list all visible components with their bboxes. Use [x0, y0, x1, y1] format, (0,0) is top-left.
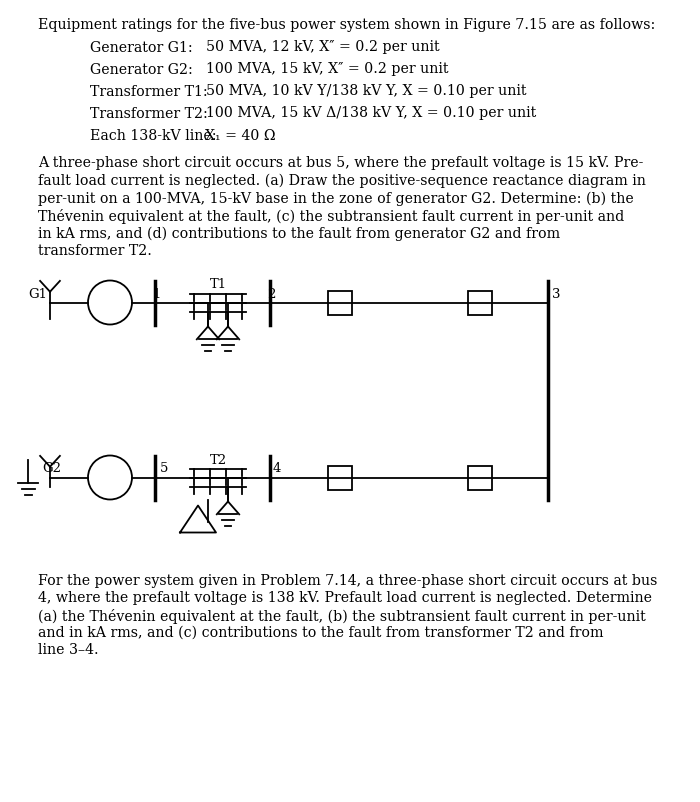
Text: Each 138-kV line:: Each 138-kV line:	[90, 128, 216, 142]
Text: 5: 5	[160, 462, 169, 475]
Text: Equipment ratings for the five-bus power system shown in Figure 7.15 are as foll: Equipment ratings for the five-bus power…	[38, 18, 655, 32]
Text: fault load current is neglected. (a) Draw the positive-sequence reactance diagra: fault load current is neglected. (a) Dra…	[38, 174, 646, 188]
Text: and in kA rms, and (c) contributions to the fault from transformer T2 and from: and in kA rms, and (c) contributions to …	[38, 626, 603, 639]
Text: A three-phase short circuit occurs at bus 5, where the prefault voltage is 15 kV: A three-phase short circuit occurs at bu…	[38, 156, 643, 170]
Text: For the power system given in Problem 7.14, a three-phase short circuit occurs a: For the power system given in Problem 7.…	[38, 573, 657, 587]
Text: 4, where the prefault voltage is 138 kV. Prefault load current is neglected. Det: 4, where the prefault voltage is 138 kV.…	[38, 590, 652, 604]
Text: 4: 4	[273, 462, 281, 475]
Text: 3: 3	[552, 287, 561, 300]
Bar	[468, 291, 492, 315]
Bar	[328, 291, 352, 315]
Text: Generator G1:: Generator G1:	[90, 40, 192, 55]
Text: 50 MVA, 12 kV, X″ = 0.2 per unit: 50 MVA, 12 kV, X″ = 0.2 per unit	[206, 40, 440, 55]
Text: per-unit on a 100-MVA, 15-kV base in the zone of generator G2. Determine: (b) th: per-unit on a 100-MVA, 15-kV base in the…	[38, 191, 633, 205]
Text: line 3–4.: line 3–4.	[38, 642, 99, 657]
Bar	[468, 466, 492, 490]
Text: T2: T2	[210, 453, 227, 466]
Text: 2: 2	[267, 287, 275, 300]
Text: Transformer T1:: Transformer T1:	[90, 84, 208, 99]
Text: G1: G1	[28, 287, 47, 300]
Text: Thévenin equivalent at the fault, (c) the subtransient fault current in per-unit: Thévenin equivalent at the fault, (c) th…	[38, 209, 624, 224]
Text: transformer T2.: transformer T2.	[38, 244, 152, 257]
Text: 1: 1	[152, 287, 160, 300]
Text: in kA rms, and (d) contributions to the fault from generator G2 and from: in kA rms, and (d) contributions to the …	[38, 226, 560, 241]
Text: T1: T1	[210, 278, 227, 291]
Text: (a) the Thévenin equivalent at the fault, (b) the subtransient fault current in : (a) the Thévenin equivalent at the fault…	[38, 608, 645, 622]
Text: 50 MVA, 10 kV Y/138 kV Y, X = 0.10 per unit: 50 MVA, 10 kV Y/138 kV Y, X = 0.10 per u…	[206, 84, 526, 99]
Text: X₁ = 40 Ω: X₁ = 40 Ω	[205, 128, 276, 142]
Text: 100 MVA, 15 kV, X″ = 0.2 per unit: 100 MVA, 15 kV, X″ = 0.2 per unit	[206, 63, 449, 76]
Text: 100 MVA, 15 kV Δ/138 kV Y, X = 0.10 per unit: 100 MVA, 15 kV Δ/138 kV Y, X = 0.10 per …	[206, 107, 536, 120]
Text: Transformer T2:: Transformer T2:	[90, 107, 208, 120]
Bar	[328, 466, 352, 490]
Text: G2: G2	[42, 462, 61, 475]
Text: Generator G2:: Generator G2:	[90, 63, 193, 76]
